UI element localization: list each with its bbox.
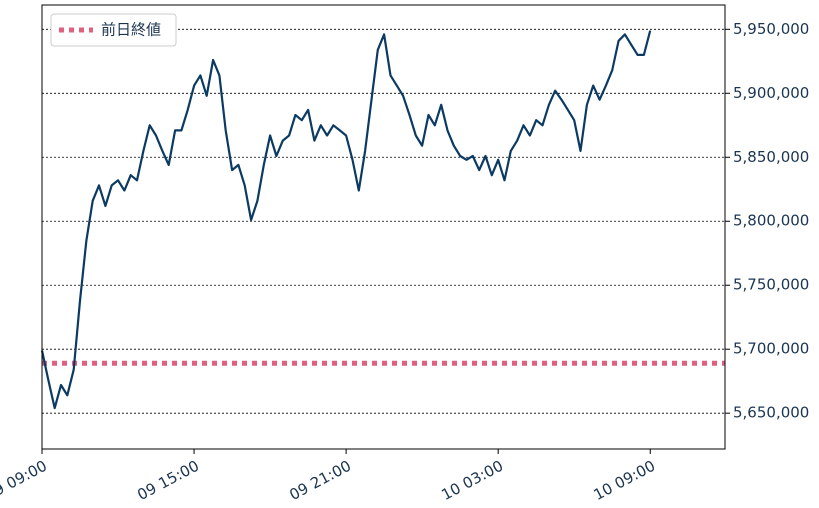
legend: 前日終値: [50, 13, 177, 47]
x-tick-label: 09 21:00: [286, 457, 354, 504]
legend-label: 前日終値: [101, 21, 161, 39]
y-tick-label: 5,700,000: [733, 340, 809, 358]
y-tick-label: 5,800,000: [733, 212, 809, 230]
x-tick-label: 10 09:00: [591, 457, 659, 504]
plot-frame: [41, 4, 726, 450]
y-tick-label: 5,900,000: [733, 84, 809, 102]
y-tick-label: 5,650,000: [733, 404, 809, 422]
y-tick-label: 5,850,000: [733, 148, 809, 166]
y-tick-label: 5,950,000: [733, 20, 809, 38]
price-line: [40, 30, 652, 410]
y-tick-label: 5,750,000: [733, 276, 809, 294]
x-tick-label: 09 09:00: [0, 457, 50, 504]
x-tick-label: 10 03:00: [438, 457, 506, 504]
legend-box: [50, 13, 177, 47]
x-tick-label: 09 15:00: [134, 457, 202, 504]
